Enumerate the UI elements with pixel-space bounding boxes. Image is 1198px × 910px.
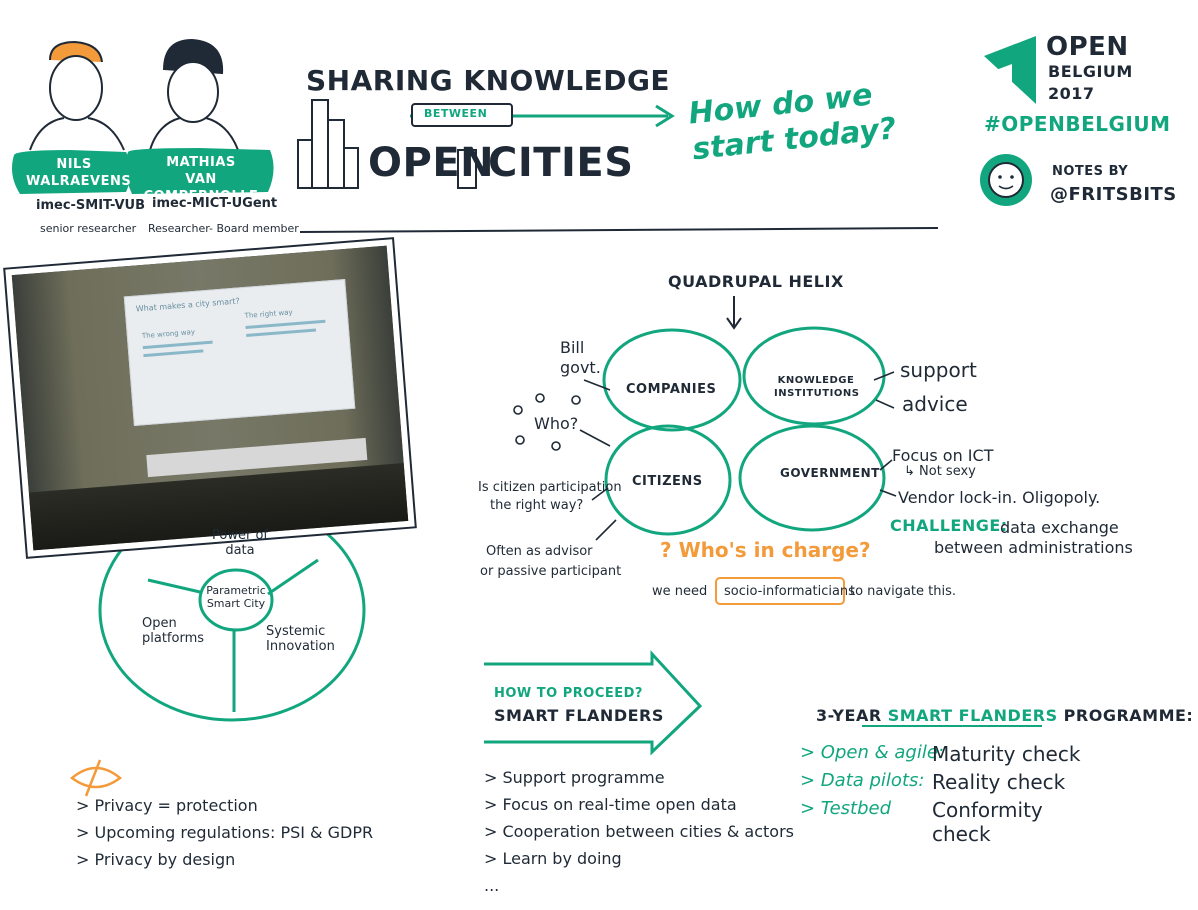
event-hashtag: #OPENBELGIUM	[984, 112, 1171, 136]
helix-participation2: the right way?	[490, 498, 584, 513]
helix-advisor2: or passive participant	[480, 564, 622, 579]
programme-title: 3-YEAR SMART FLANDERS PROGRAMME:	[816, 706, 1193, 725]
diagram-center: Parametric Smart City	[206, 584, 266, 610]
helix-circles	[602, 326, 886, 536]
helix-citizens: CITIZENS	[632, 474, 703, 489]
helix-who: Who?	[534, 414, 579, 433]
privacy-list: > Privacy = protection > Upcoming regula…	[76, 792, 373, 873]
helix-socio: socio-informaticians	[724, 584, 855, 599]
speaker2-banner	[125, 148, 274, 194]
programme-rows: > Open & agile: Maturity check > Data pi…	[800, 742, 1100, 846]
diagram-open: Open platforms	[142, 616, 205, 646]
speaker1-role: senior researcher	[40, 222, 137, 235]
notes-by-handle: @FRITSBITS	[1050, 184, 1177, 205]
proceed-item: > Support programme	[484, 768, 665, 787]
proceed-item: > Focus on real-time open data	[484, 795, 737, 814]
speaker1-affiliation: imec-SMIT-VUB	[36, 198, 145, 213]
event-line1: OPEN	[1046, 32, 1129, 62]
eye-crossed-icon	[69, 759, 123, 797]
helix-companies: COMPANIES	[626, 382, 717, 397]
programme-title-suffix: PROGRAMME:	[1063, 706, 1194, 725]
helix-knowledge: KNOWLEDGE INSTITUTIONS	[774, 375, 860, 399]
programme-row: > Open & agile: Maturity check	[800, 742, 1100, 770]
speaker2-name-line2: VAN COMPERNOLLE	[143, 172, 259, 204]
helix-we-need: we need	[652, 584, 708, 599]
speaker1-banner	[12, 150, 131, 194]
helix-navigate: to navigate this.	[850, 584, 956, 599]
speaker2-affiliation: imec-MICT-UGent	[152, 196, 278, 211]
programme-row: > Testbed Conformity check	[800, 798, 1100, 846]
conference-photo: What makes a city smart? The wrong way T…	[11, 245, 409, 551]
proceed-label: HOW TO PROCEED?	[494, 686, 643, 701]
speaker2-portrait	[149, 38, 239, 151]
proceed-list: > Support programme > Focus on real-time…	[484, 764, 794, 899]
helix-bill: Bill govt.	[560, 338, 601, 377]
helix-whos-in-charge: ? Who's in charge?	[660, 538, 871, 562]
title-line1: SHARING KNOWLEDGE	[306, 64, 671, 97]
slide-right-way: The right way	[244, 308, 293, 321]
programme-title-prefix: 3-YEAR	[816, 706, 882, 725]
helix-government: GOVERNMENT	[780, 466, 880, 480]
skyline-icon	[297, 99, 477, 189]
programme-row: > Data pilots: Reality check	[800, 770, 1100, 798]
diagram-power: Power of data	[212, 528, 268, 558]
privacy-item: > Upcoming regulations: PSI & GDPR	[76, 823, 374, 842]
proceed-item: > Cooperation between cities & actors	[484, 822, 794, 841]
programme-row-right: Reality check	[932, 770, 1066, 794]
speaker1-name: NILS WALRAEVENS	[26, 156, 132, 190]
programme-title-highlight: SMART FLANDERS	[887, 706, 1058, 725]
title-open: OPEN	[368, 140, 495, 186]
speaker2-name: MATHIAS VAN COMPERNOLLE	[134, 154, 268, 205]
slide-wrong-way: The wrong way	[141, 327, 196, 341]
helix-support: support	[900, 358, 977, 382]
proceed-item: > Learn by doing	[484, 849, 622, 868]
title-between: BETWEEN	[424, 107, 488, 120]
helix-title: QUADRUPAL HELIX	[668, 272, 844, 291]
helix-challenge-label: CHALLENGE:	[890, 516, 1008, 535]
helix-advice: advice	[902, 392, 968, 416]
privacy-item: > Privacy = protection	[76, 796, 258, 815]
slide-screen: What makes a city smart? The wrong way T…	[123, 279, 356, 427]
helix-participation1: Is citizen participation	[478, 480, 622, 495]
programme-row-left: > Testbed	[800, 798, 892, 819]
programme-row-left: > Open & agile:	[800, 742, 944, 763]
speaker1-portrait	[29, 40, 125, 151]
speaker2-role: Researcher- Board member	[148, 222, 299, 235]
helix-not-sexy: ↳ Not sexy	[904, 464, 976, 479]
programme-row-right: Maturity check	[932, 742, 1081, 766]
notes-by-label: NOTES BY	[1052, 164, 1129, 179]
privacy-item: > Privacy by design	[76, 850, 236, 869]
event-line2: BELGIUM	[1048, 62, 1133, 81]
helix-vendor: Vendor lock-in. Oligopoly.	[898, 488, 1101, 507]
proceed-item: ...	[484, 876, 500, 895]
speaker1-name-line1: NILS	[56, 157, 92, 172]
helix-challenge-text1: data exchange	[1000, 518, 1119, 537]
title-cities: CITIES	[488, 140, 634, 186]
helix-advisor1: Often as advisor	[486, 544, 593, 559]
speaker2-name-line1: MATHIAS	[166, 155, 236, 170]
proceed-arrow	[484, 650, 703, 756]
helix-challenge-text2: between administrations	[934, 538, 1133, 557]
helix-focus: Focus on ICT	[892, 446, 994, 465]
diagram-systemic: Systemic Innovation	[266, 624, 335, 654]
programme-row-right: Conformity check	[932, 798, 1043, 846]
programme-row-left: > Data pilots:	[800, 770, 925, 791]
event-line3: 2017	[1048, 84, 1095, 103]
slide-title: What makes a city smart?	[135, 296, 241, 314]
proceed-title: SMART FLANDERS	[494, 706, 664, 725]
speaker1-name-line2: WALRAEVENS	[26, 174, 132, 189]
